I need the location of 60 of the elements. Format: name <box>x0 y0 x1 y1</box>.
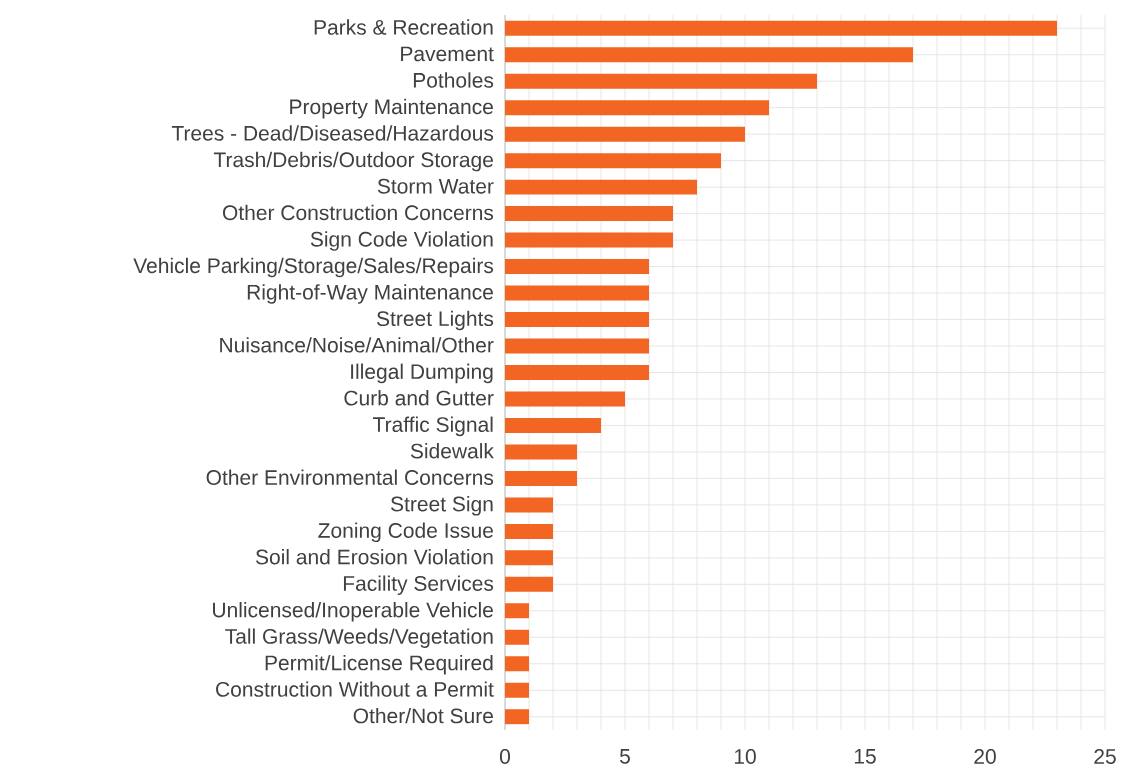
y-tick-label: Traffic Signal <box>373 416 493 437</box>
bar <box>505 312 649 328</box>
y-tick-label: Trees - Dead/Diseased/Hazardous <box>171 125 494 141</box>
y-tick-label: Construction Without a Permit <box>216 681 494 697</box>
y-tick-label: Storm Water <box>377 178 494 194</box>
y-tick-label: Unlicensed/Inoperable Vehicle <box>213 601 493 622</box>
y-tick-label: Tall Grass/Weeds/Vegetation <box>225 628 493 649</box>
y-tick-label: Street Lights <box>376 310 494 331</box>
bar <box>505 365 649 380</box>
bar <box>505 417 602 433</box>
y-tick-label: Parks & Recreation <box>314 19 493 35</box>
bar <box>505 206 674 222</box>
bar <box>505 576 554 592</box>
x-tick-label: 0 <box>499 749 511 764</box>
bar <box>505 629 529 645</box>
bar <box>505 550 554 566</box>
y-tick-label: Property Maintenance <box>290 98 493 119</box>
y-tick-label: Permit/License Required <box>265 654 493 675</box>
bar <box>505 259 649 275</box>
y-tick-label: Vehicle Parking/Storage/Sales/Repairs <box>133 257 494 278</box>
y-tick-label: Street Sign <box>390 496 493 516</box>
bar <box>505 682 529 698</box>
y-tick-label: Pavement <box>401 46 494 62</box>
x-tick-label: 15 <box>854 749 876 764</box>
x-tick-label: 10 <box>734 749 756 764</box>
bar <box>505 47 913 63</box>
bar <box>505 179 697 195</box>
x-tick-label: 25 <box>1094 749 1116 764</box>
y-tick-label: Curb and Gutter <box>344 390 494 406</box>
bar <box>505 709 529 725</box>
bar <box>505 497 554 513</box>
bar <box>505 603 529 619</box>
bar <box>505 656 529 672</box>
bar <box>505 285 649 301</box>
y-tick-label: Trash/Debris/Outdoor Storage <box>213 151 493 172</box>
bar <box>505 126 745 142</box>
bar <box>505 153 722 169</box>
bar <box>505 232 674 248</box>
bar <box>505 523 554 539</box>
bar <box>505 391 626 407</box>
y-tick-label: Other/Not Sure <box>353 707 493 724</box>
bar <box>505 470 578 486</box>
bar <box>505 100 770 116</box>
y-tick-label: Zoning Code Issue <box>318 522 493 543</box>
y-tick-label: Sidewalk <box>410 443 494 459</box>
x-tick-label: 20 <box>974 749 996 764</box>
y-tick-label: Facility Services <box>343 575 494 596</box>
y-tick-label: Nuisance/Noise/Animal/Other <box>220 337 494 353</box>
x-tick-label: 5 <box>620 749 630 764</box>
y-tick-label: Illegal Dumping <box>351 363 493 384</box>
bar <box>505 338 649 354</box>
bar <box>505 444 578 460</box>
y-tick-label: Potholes <box>413 72 494 88</box>
bar <box>505 73 818 89</box>
y-tick-label: Other Environmental Concerns <box>206 469 494 485</box>
bar <box>505 20 1058 36</box>
y-tick-label: Soil and Erosion Violation <box>255 548 493 565</box>
y-tick-label: Sign Code Violation <box>310 231 493 251</box>
y-tick-label: Other Construction Concerns <box>222 204 494 221</box>
y-tick-label: Right-of-Way Maintenance <box>247 284 493 304</box>
